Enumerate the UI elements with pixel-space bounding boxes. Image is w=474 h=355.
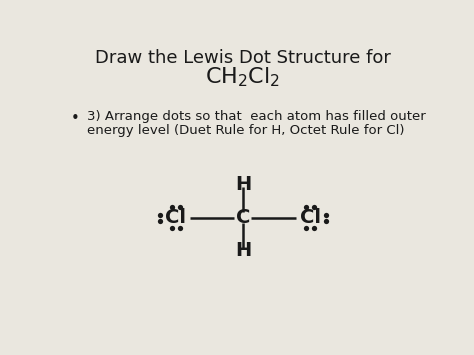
Text: H: H <box>235 175 251 194</box>
Text: C: C <box>236 208 250 227</box>
Text: Cl: Cl <box>300 208 320 227</box>
Text: $\mathregular{CH_2Cl_2}$: $\mathregular{CH_2Cl_2}$ <box>205 65 281 88</box>
Text: Cl: Cl <box>165 208 186 227</box>
Text: Draw the Lewis Dot Structure for: Draw the Lewis Dot Structure for <box>95 49 391 67</box>
Text: •: • <box>71 111 80 126</box>
Text: energy level (Duet Rule for H, Octet Rule for Cl): energy level (Duet Rule for H, Octet Rul… <box>87 124 404 137</box>
Text: H: H <box>235 241 251 260</box>
Text: 3) Arrange dots so that  each atom has filled outer: 3) Arrange dots so that each atom has fi… <box>87 110 426 123</box>
